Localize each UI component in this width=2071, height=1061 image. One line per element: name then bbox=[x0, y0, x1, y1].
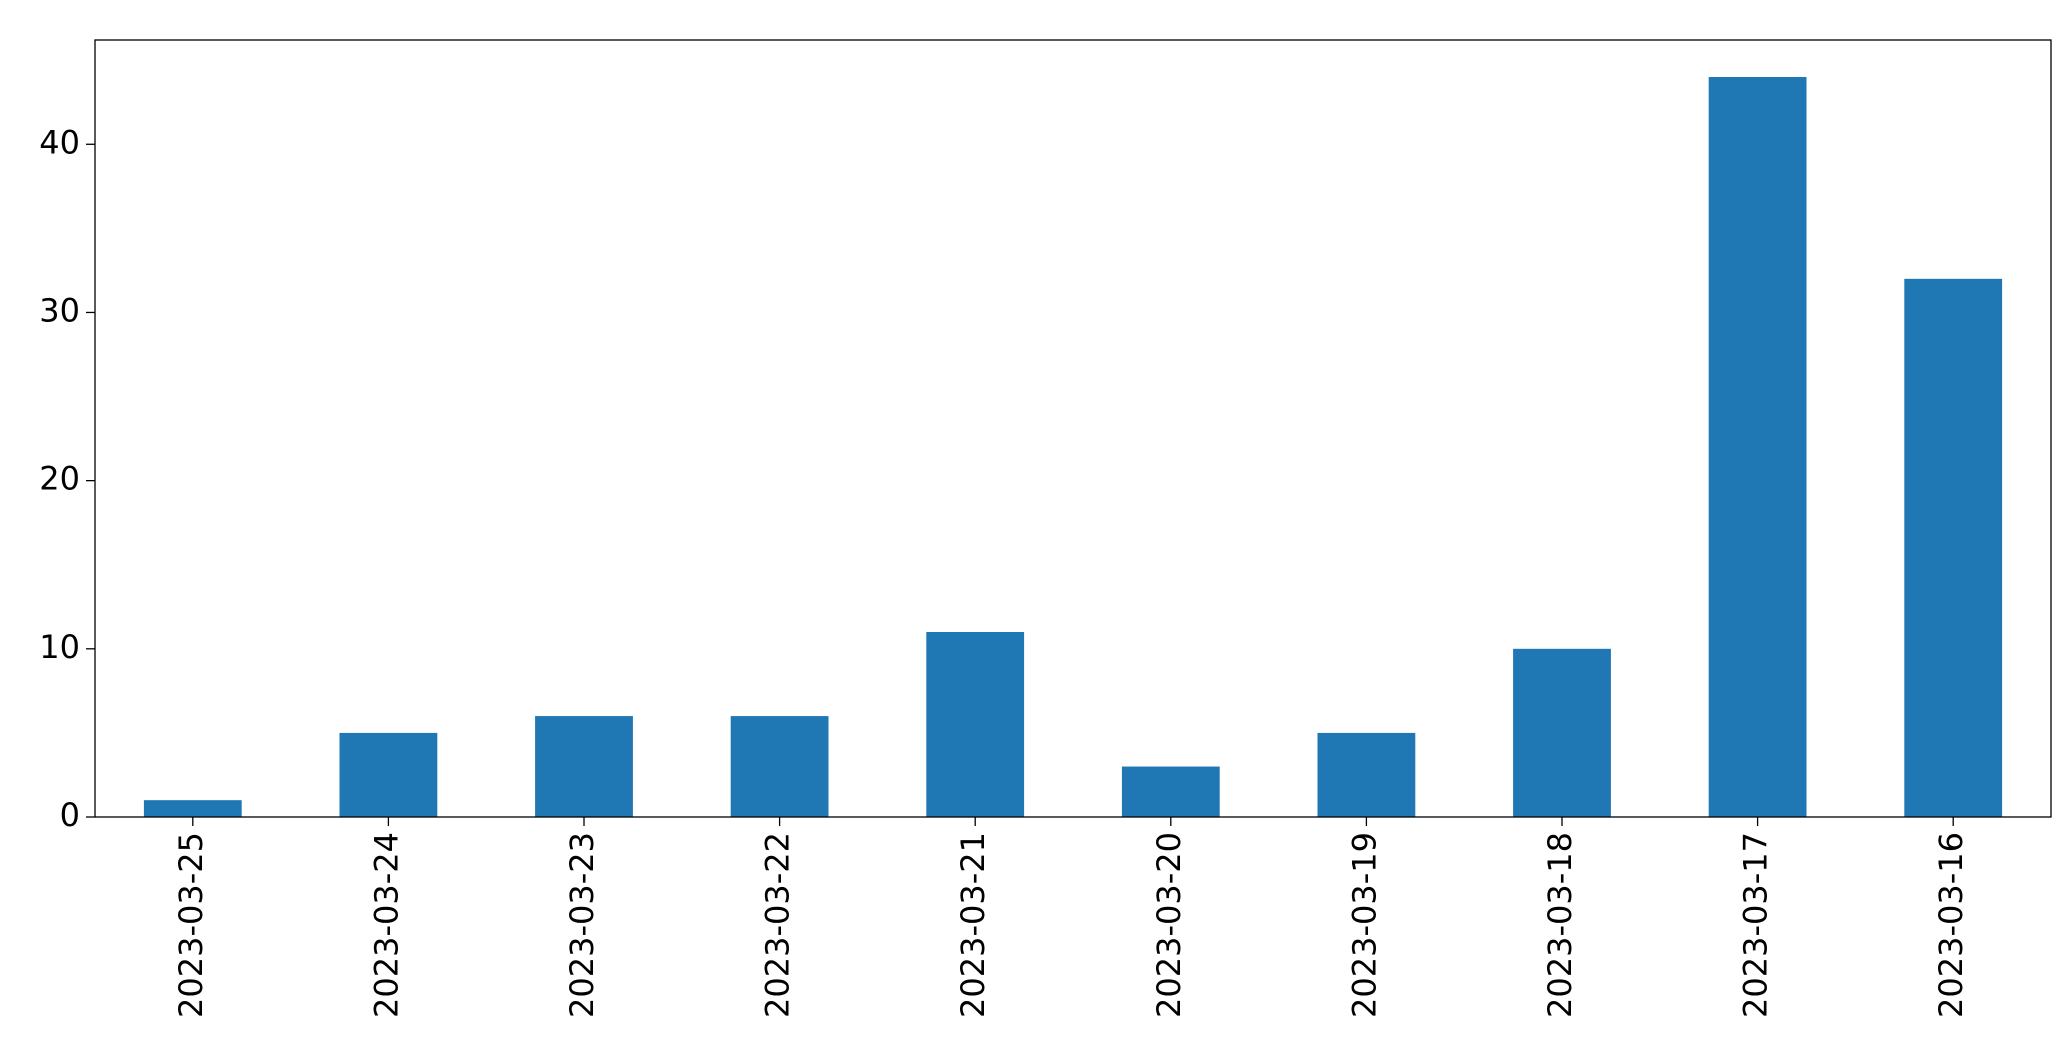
bar bbox=[1121, 766, 1220, 817]
bar bbox=[339, 732, 438, 817]
y-tick-label: 30 bbox=[39, 291, 80, 329]
y-tick-label: 20 bbox=[39, 460, 80, 498]
x-tick-label: 2023-03-17 bbox=[1737, 832, 1775, 1018]
y-tick-label: 40 bbox=[39, 123, 80, 161]
bar bbox=[1317, 732, 1416, 817]
bar bbox=[1904, 278, 2003, 817]
x-tick-label: 2023-03-19 bbox=[1345, 832, 1383, 1018]
bar bbox=[143, 800, 242, 817]
y-tick-label: 10 bbox=[39, 628, 80, 666]
x-tick-label: 2023-03-20 bbox=[1150, 832, 1188, 1018]
bar bbox=[730, 716, 829, 817]
x-tick-label: 2023-03-23 bbox=[563, 832, 601, 1018]
plot-frame bbox=[94, 39, 2052, 818]
x-tick-label: 2023-03-24 bbox=[367, 832, 405, 1018]
x-tick-label: 2023-03-21 bbox=[954, 832, 992, 1018]
bar bbox=[535, 716, 633, 817]
x-tick-label: 2023-03-25 bbox=[172, 832, 210, 1018]
x-tick-label: 2023-03-16 bbox=[1932, 832, 1970, 1018]
x-tick-label: 2023-03-18 bbox=[1541, 832, 1579, 1018]
bar bbox=[1513, 648, 1611, 817]
bar bbox=[926, 632, 1025, 817]
bar bbox=[1708, 77, 1807, 817]
y-tick-label: 0 bbox=[60, 796, 80, 834]
x-tick-label: 2023-03-22 bbox=[759, 832, 797, 1018]
